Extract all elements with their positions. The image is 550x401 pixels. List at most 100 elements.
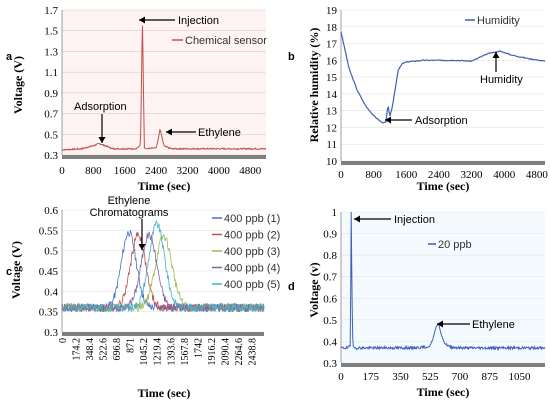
panel-letter-d: d <box>288 281 295 293</box>
x-axis-bar <box>62 155 266 159</box>
panel-letter-b: b <box>288 51 295 63</box>
y-tick-label: 0.3 <box>323 358 337 370</box>
panel-b: 10 11 12 13 14 15 16 17 18 19 0 800 1600 2400 3200 4000… <box>288 5 548 193</box>
y-tick-label: 0.9 <box>323 229 337 241</box>
y-tick-label: 0.7 <box>44 109 58 121</box>
x-axis-bar <box>341 363 545 367</box>
series-400ppb-5 <box>61 220 265 313</box>
x-tick-label: 2400 <box>145 165 168 177</box>
arrow-adsorption-head <box>98 137 106 143</box>
x-tick-label: 350 <box>392 371 409 383</box>
y-tick-label: 13 <box>326 106 338 118</box>
arrow-adsorption-head <box>385 116 391 124</box>
y-axis-label: Voltage (V) <box>11 56 25 114</box>
y-tick-label: 0.5 <box>44 246 58 258</box>
y-axis-label: Voltage (V) <box>9 241 23 299</box>
panel-letter-a: a <box>6 51 13 63</box>
annotation-ethylene: Ethylene <box>472 319 515 331</box>
panel-c: 0.3 0.35 0.4 0.45 0.5 0.55 0.6 0 174.2 348.4 522.6… <box>6 195 280 400</box>
panel-letter-c: c <box>6 266 12 278</box>
y-tick-label: 1 <box>332 207 338 219</box>
x-tick-label: 4800 <box>239 165 262 177</box>
legend-label-400ppb-3: 400 ppb (3) <box>224 246 280 258</box>
legend-label-400ppb-4: 400 ppb (4) <box>224 263 280 275</box>
y-axis-label: Voltage (v) <box>307 262 321 317</box>
annotation-adsorption: Adsorption <box>415 115 468 127</box>
y-tick-label: 0.35 <box>39 307 59 319</box>
x-tick-label: 2438.8 <box>247 338 258 366</box>
y-tick-label: 0.45 <box>39 266 59 278</box>
y-tick-label: 12 <box>326 122 337 134</box>
y-axis-label: Relative humidity (%) <box>307 28 321 143</box>
series-20ppb <box>340 211 546 352</box>
x-tick-label: 1916.2 <box>207 338 218 366</box>
x-tick-label: 0 <box>59 165 65 177</box>
x-tick-label: 2264.6 <box>234 338 245 366</box>
arrow-injection-head <box>139 16 145 24</box>
plot-area <box>341 212 545 363</box>
y-tick-label: 0.3 <box>44 150 58 162</box>
arrow-humidity-head <box>492 52 500 58</box>
y-tick-label: 0.7 <box>323 272 337 284</box>
x-tick-label: 4800 <box>526 169 549 181</box>
annotation-humidity: Humidity <box>480 74 523 86</box>
x-tick-label: 875 <box>482 371 499 383</box>
y-tick-label: 1.1 <box>44 67 58 79</box>
x-axis-bar <box>341 161 545 165</box>
y-tick-label: 10 <box>326 156 338 168</box>
plot-area <box>62 10 266 155</box>
annotation-injection: Injection <box>178 15 219 27</box>
x-tick-label: 1050 <box>509 371 532 383</box>
annotation-ethylene: Ethylene <box>198 127 241 139</box>
arrow-chromatograms-head <box>138 244 146 250</box>
panel-a: 0.3 0.5 0.7 0.9 1.1 1.3 1.5 1.7 0 800 1600 2400 3200… <box>6 5 267 193</box>
y-tick-label: 1.5 <box>44 26 58 38</box>
legend-label-400ppb-2: 400 ppb (2) <box>224 230 280 242</box>
x-tick-label: 4000 <box>208 165 231 177</box>
legend-label-400ppb-1: 400 ppb (1) <box>224 213 280 225</box>
annotation-ethylene: Ethylene <box>108 195 151 207</box>
y-tick-label: 19 <box>326 5 338 17</box>
y-tick-label: 18 <box>326 22 338 34</box>
x-tick-label: 522.6 <box>99 338 110 361</box>
x-tick-label: 2400 <box>428 169 451 181</box>
y-tick-label: 0.55 <box>39 225 59 237</box>
y-tick-label: 1.7 <box>44 5 58 17</box>
y-tick-label: 0.6 <box>44 205 58 217</box>
x-tick-label: 1600 <box>114 165 137 177</box>
x-tick-label: 871 <box>126 338 137 353</box>
y-tick-label: 0.3 <box>44 327 58 339</box>
x-tick-label: 1600 <box>395 169 418 181</box>
x-tick-label: 1742 <box>193 338 204 358</box>
legend-label-humidity: Humidity <box>477 15 520 27</box>
x-tick-label: 175 <box>363 371 380 383</box>
y-tick-label: 11 <box>326 139 337 151</box>
x-tick-label: 1219.4 <box>153 338 164 366</box>
x-tick-label: 0 <box>58 338 69 343</box>
y-tick-label: 0.6 <box>323 293 337 305</box>
x-axis-label: Time (sec) <box>138 179 191 193</box>
x-tick-label: 0 <box>338 371 344 383</box>
series-chemical-sensor <box>61 25 267 152</box>
x-tick-label: 3200 <box>177 165 200 177</box>
annotation-chromatograms: Chromatograms <box>90 207 169 219</box>
arrow-injection-head <box>354 215 360 223</box>
y-tick-label: 0.4 <box>323 336 337 348</box>
y-tick-label: 0.5 <box>44 129 58 141</box>
x-tick-label: 1567.8 <box>180 338 191 366</box>
x-tick-label: 800 <box>85 165 102 177</box>
series-humidity <box>340 31 546 124</box>
x-axis-label: Time (sec) <box>417 179 470 193</box>
legend-label-400ppb-5: 400 ppb (5) <box>224 279 280 291</box>
y-tick-label: 0.9 <box>44 88 58 100</box>
x-tick-label: 1045.2 <box>139 338 150 366</box>
y-tick-label: 14 <box>326 89 338 101</box>
x-tick-label: 4000 <box>493 169 516 181</box>
arrow-ethylene-head <box>166 128 172 136</box>
annotation-adsorption: Adsorption <box>74 101 127 113</box>
legend-label-20ppb: 20 ppb <box>438 239 472 251</box>
x-tick-label: 348.4 <box>85 338 96 361</box>
y-tick-label: 0.8 <box>323 250 337 262</box>
x-axis-label: Time (sec) <box>138 386 191 400</box>
